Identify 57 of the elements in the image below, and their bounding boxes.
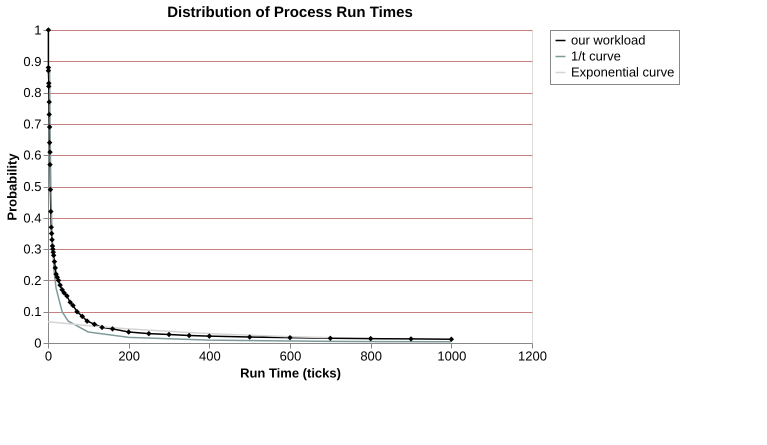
point <box>92 321 98 327</box>
point <box>48 224 54 230</box>
x-tick-label: 400 <box>198 348 221 364</box>
x-tick-label: 800 <box>360 348 382 364</box>
x-axis-title: Run Time (ticks) <box>240 366 341 380</box>
point <box>80 314 86 320</box>
point <box>61 290 67 296</box>
legend-label: our workload <box>571 32 646 48</box>
point <box>67 300 73 306</box>
point <box>47 149 53 155</box>
y-tick-label: 0 <box>34 336 42 350</box>
y-tick-label: 0.4 <box>23 210 42 226</box>
point <box>84 318 90 324</box>
point <box>46 140 52 146</box>
point <box>46 27 52 33</box>
point <box>46 112 52 118</box>
point <box>64 293 70 299</box>
y-tick-label: 0.6 <box>23 148 42 163</box>
x-tick-label: 200 <box>118 348 140 364</box>
x-tick-label: 1000 <box>437 348 466 364</box>
y-tick-label: 0.1 <box>23 304 42 320</box>
y-tick-label: 0.5 <box>23 179 42 194</box>
point <box>287 334 293 340</box>
y-tick-label: 1 <box>34 22 42 38</box>
chart-title: Distribution of Process Run Times <box>167 4 413 21</box>
point <box>46 99 52 105</box>
y-tick-label: 0.7 <box>23 116 42 132</box>
point <box>70 302 76 308</box>
y-axis-title: Probability <box>4 152 20 221</box>
point <box>59 287 65 293</box>
point <box>52 258 58 264</box>
point <box>48 230 54 236</box>
point <box>46 124 52 130</box>
point <box>110 326 116 332</box>
point <box>47 162 53 168</box>
legend-label: 1/t curve <box>571 48 621 64</box>
x-tick-label: 600 <box>280 348 302 364</box>
y-tick-label: 0.9 <box>23 54 42 69</box>
point <box>126 329 132 335</box>
y-tick-label: 0.8 <box>23 85 42 100</box>
point <box>49 236 55 242</box>
x-tick-label: 0 <box>44 348 52 364</box>
point <box>48 186 54 192</box>
point <box>56 278 62 284</box>
y-tick-label: 0.3 <box>23 242 42 257</box>
point <box>99 324 105 330</box>
point <box>408 336 414 342</box>
x-tick-label: 1200 <box>518 348 547 364</box>
point <box>74 308 80 314</box>
point <box>166 332 172 338</box>
point <box>48 208 54 214</box>
point <box>52 265 58 271</box>
point <box>448 336 454 342</box>
point <box>57 282 63 288</box>
point <box>368 336 374 342</box>
legend-label: Exponential curve <box>571 64 674 80</box>
y-tick-label: 0.2 <box>23 272 42 288</box>
